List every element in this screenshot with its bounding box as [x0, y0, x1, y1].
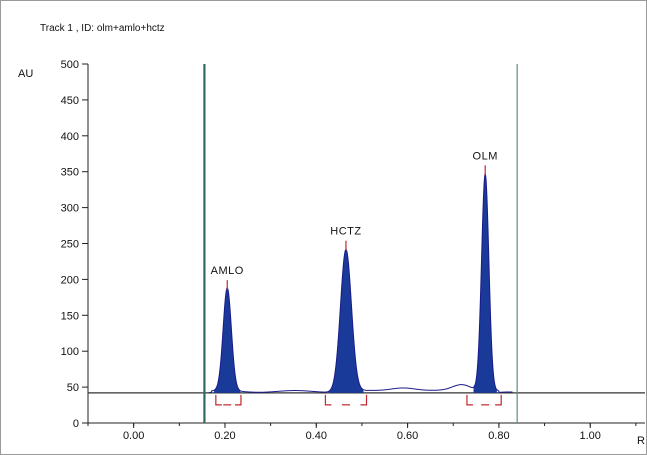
- y-tick-label: 200: [61, 274, 79, 286]
- x-axis-label: R: [637, 435, 645, 447]
- peak-area-hctz: [328, 249, 364, 393]
- y-tick-label: 450: [61, 95, 79, 107]
- chart-title: Track 1 , ID: olm+amlo+hctz: [40, 23, 165, 34]
- integration-bracket-left: [324, 394, 332, 406]
- peak-label-olm: OLM: [473, 150, 498, 162]
- integration-bracket-left: [466, 394, 473, 406]
- integration-bracket-right: [360, 394, 368, 406]
- y-tick-label: 0: [73, 418, 79, 430]
- y-axis-label: AU: [18, 68, 33, 80]
- y-tick-label: 300: [61, 203, 79, 215]
- y-tick-label: 150: [61, 310, 79, 322]
- x-tick-label: 0.80: [488, 430, 509, 442]
- peak-area-olm: [473, 173, 497, 393]
- x-tick-label: 0.40: [306, 430, 327, 442]
- integration-bracket-right: [234, 394, 242, 406]
- x-tick-label: 1.00: [580, 430, 601, 442]
- peak-label-amlo: AMLO: [211, 265, 244, 277]
- y-tick-label: 500: [61, 59, 79, 71]
- x-tick-label: 0.00: [123, 430, 144, 442]
- integration-bracket-right: [495, 394, 502, 406]
- y-tick-label: 400: [61, 131, 79, 143]
- y-tick-label: 50: [67, 382, 79, 394]
- y-tick-label: 250: [61, 239, 79, 251]
- peak-area-amlo: [214, 287, 241, 393]
- integration-bracket-left: [215, 394, 222, 406]
- x-tick-label: 0.60: [397, 430, 418, 442]
- y-tick-label: 100: [61, 346, 79, 358]
- x-tick-label: 0.20: [214, 430, 235, 442]
- peak-label-hctz: HCTZ: [330, 226, 361, 238]
- y-tick-label: 350: [61, 167, 79, 179]
- signal-curve: [208, 172, 513, 394]
